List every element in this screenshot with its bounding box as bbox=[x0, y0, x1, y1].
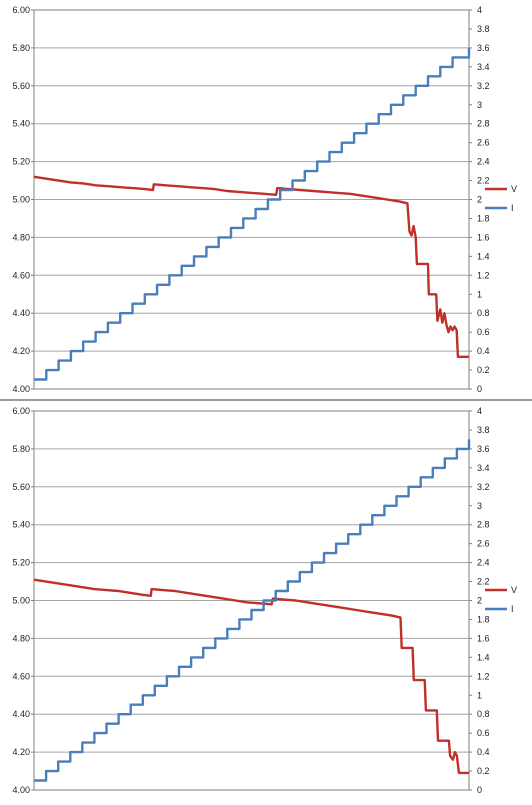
y-right-tick-label: 3 bbox=[477, 501, 482, 511]
y-right-tick-label: 2.4 bbox=[477, 157, 490, 167]
y-left-tick-label: 4.40 bbox=[12, 709, 30, 719]
y-left-tick-label: 5.40 bbox=[12, 520, 30, 530]
y-right-tick-label: 2.8 bbox=[477, 119, 490, 129]
y-left-tick-label: 5.40 bbox=[12, 119, 30, 129]
y-left-tick-label: 5.80 bbox=[12, 43, 30, 53]
y-left-tick-label: 5.00 bbox=[12, 195, 30, 205]
y-right-tick-label: 3.6 bbox=[477, 43, 490, 53]
y-right-tick-label: 1.2 bbox=[477, 671, 490, 681]
y-right-tick-label: 3 bbox=[477, 100, 482, 110]
y-right-tick-label: 0.8 bbox=[477, 709, 490, 719]
y-left-tick-label: 4.20 bbox=[12, 747, 30, 757]
y-left-tick-label: 5.00 bbox=[12, 596, 30, 606]
series-line-v bbox=[33, 578, 469, 775]
series-line-i bbox=[34, 439, 471, 782]
y-right-tick-label: 0.4 bbox=[477, 346, 490, 356]
chart-bottom-svg: 4.00 4.20 4.40 4.60 4.80 5.00 5.20 5.40 5.60 5.80… bbox=[12, 406, 517, 795]
y-right-tick-label: 0.2 bbox=[477, 766, 490, 776]
y-left-tick-label: 4.60 bbox=[12, 270, 30, 280]
series-line-i bbox=[34, 47, 471, 381]
y-right-tick-label: 3.4 bbox=[477, 463, 490, 473]
y-right-tick-label: 1.6 bbox=[477, 633, 490, 643]
y-left-tick-label: 4.40 bbox=[12, 308, 30, 318]
y-right-tick-label: 2.6 bbox=[477, 539, 490, 549]
y-right-tick-label: 0.4 bbox=[477, 747, 490, 757]
panel-divider bbox=[0, 399, 532, 401]
y-right-tick-label: 1.6 bbox=[477, 232, 490, 242]
y-right-tick-label: 1.8 bbox=[477, 213, 490, 223]
y-right-tick-label: 0.2 bbox=[477, 365, 490, 375]
y-left-tick-label: 5.20 bbox=[12, 558, 30, 568]
y-right-tick-label: 4 bbox=[477, 406, 482, 416]
y-left-tick-label: 4.60 bbox=[12, 671, 30, 681]
y-right-tick-label: 3.6 bbox=[477, 444, 490, 454]
y-left-tick-label: 6.00 bbox=[12, 406, 30, 416]
y-right-tick-label: 2.4 bbox=[477, 558, 490, 568]
y-right-tick-label: 3.8 bbox=[477, 425, 490, 435]
legend-label-i: I bbox=[511, 604, 514, 614]
y-left-tick-label: 6.00 bbox=[12, 5, 30, 15]
legend-label-v: V bbox=[511, 585, 517, 595]
y-left-tick-label: 5.80 bbox=[12, 444, 30, 454]
y-right-tick-label: 0.8 bbox=[477, 308, 490, 318]
y-right-tick-label: 3.4 bbox=[477, 62, 490, 72]
chart-panel-bottom: 4.00 4.20 4.40 4.60 4.80 5.00 5.20 5.40 5.60 5.80… bbox=[0, 401, 532, 800]
y-right-tick-label: 2 bbox=[477, 596, 482, 606]
y-right-tick-label: 3.2 bbox=[477, 482, 490, 492]
y-right-tick-label: 1.2 bbox=[477, 270, 490, 280]
y-right-tick-label: 2.2 bbox=[477, 176, 490, 186]
series-line-v bbox=[33, 175, 469, 358]
y-right-tick-label: 3.8 bbox=[477, 24, 490, 34]
legend-label-i: I bbox=[511, 203, 514, 213]
y-left-tick-label: 4.00 bbox=[12, 785, 30, 795]
y-left-tick-label: 4.80 bbox=[12, 633, 30, 643]
y-right-tick-label: 1.4 bbox=[477, 251, 490, 261]
legend-label-v: V bbox=[511, 184, 517, 194]
y-left-tick-label: 4.80 bbox=[12, 232, 30, 242]
chart-panel-top: 4.00 4.20 4.40 4.60 4.80 5.00 5.20 5.40 5.60 5.80… bbox=[0, 0, 532, 399]
y-right-tick-label: 0.6 bbox=[477, 327, 490, 337]
chart-top-svg: 4.00 4.20 4.40 4.60 4.80 5.00 5.20 5.40 5.60 5.80… bbox=[12, 5, 517, 394]
y-right-tick-label: 0 bbox=[477, 785, 482, 795]
y-right-tick-label: 0.6 bbox=[477, 728, 490, 738]
y-left-tick-label: 5.60 bbox=[12, 482, 30, 492]
y-right-tick-label: 4 bbox=[477, 5, 482, 15]
y-left-tick-label: 5.60 bbox=[12, 81, 30, 91]
y-right-tick-label: 2.8 bbox=[477, 520, 490, 530]
y-right-tick-label: 2.6 bbox=[477, 138, 490, 148]
y-right-tick-label: 1 bbox=[477, 289, 482, 299]
y-right-tick-label: 3.2 bbox=[477, 81, 490, 91]
y-right-tick-label: 1.8 bbox=[477, 614, 490, 624]
y-right-tick-label: 2 bbox=[477, 195, 482, 205]
y-right-tick-label: 0 bbox=[477, 384, 482, 394]
y-right-tick-label: 1.4 bbox=[477, 652, 490, 662]
y-left-tick-label: 4.00 bbox=[12, 384, 30, 394]
y-left-tick-label: 5.20 bbox=[12, 157, 30, 167]
y-right-tick-label: 1 bbox=[477, 690, 482, 700]
y-right-tick-label: 2.2 bbox=[477, 577, 490, 587]
y-left-tick-label: 4.20 bbox=[12, 346, 30, 356]
